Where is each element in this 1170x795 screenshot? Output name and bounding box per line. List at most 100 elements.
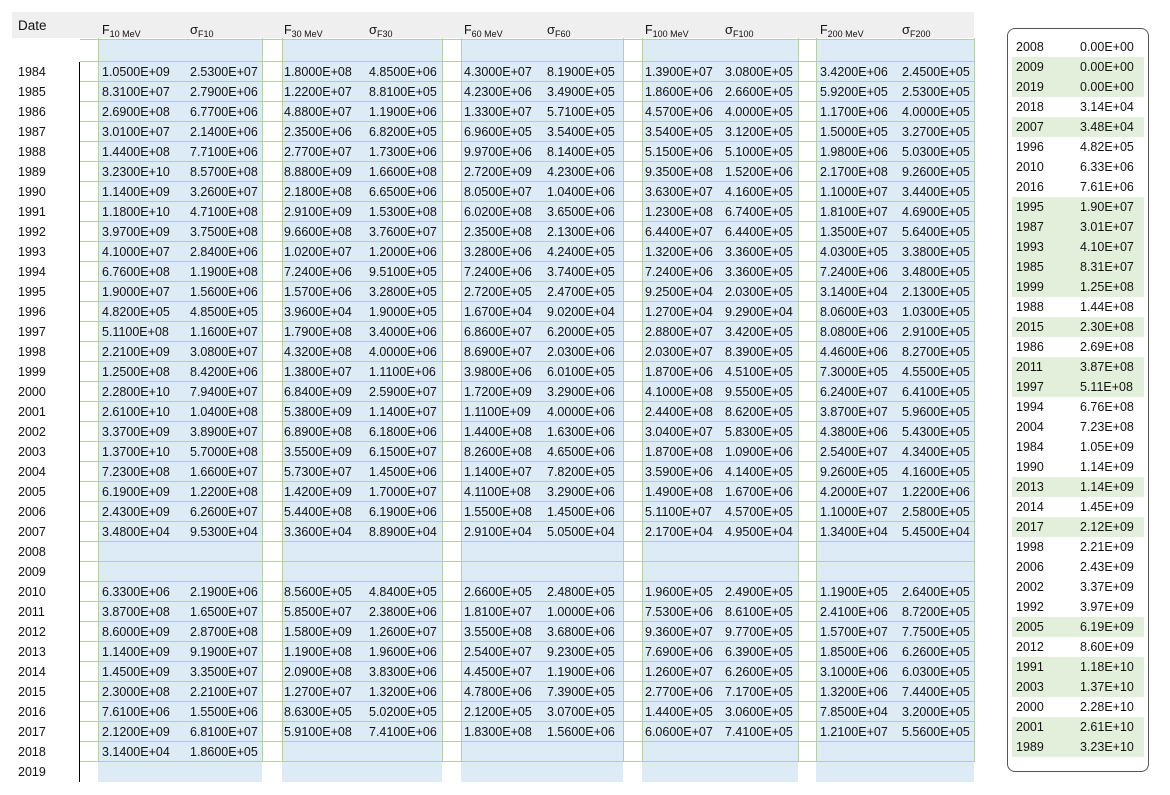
table-cell: 1.8700E+06 [645, 365, 713, 379]
table-cell: 1.6700E+06 [725, 485, 793, 499]
table-cell: 5.8500E+07 [284, 605, 352, 619]
sorted-value: 1.18E+10 [1080, 660, 1134, 674]
table-cell: 1.8600E+06 [645, 85, 713, 99]
table-cell: 8.8900E+04 [369, 525, 437, 539]
table-cell: 2.3500E+08 [464, 225, 532, 239]
sorted-year: 2007 [1016, 120, 1044, 134]
table-cell: 4.6900E+05 [902, 205, 970, 219]
sorted-year: 1985 [1016, 260, 1044, 274]
table-cell: 9.2300E+05 [547, 645, 615, 659]
table-cell: 7.2300E+08 [102, 465, 170, 479]
table-cell: 3.0800E+07 [190, 345, 258, 359]
table-cell: 7.2400E+06 [464, 265, 532, 279]
row-gridline [80, 761, 974, 762]
sorted-row: 1988 1.44E+08 [1012, 297, 1144, 317]
header-symbol: F [645, 23, 653, 37]
table-cell: 2.1700E+04 [645, 525, 713, 539]
table-cell: 3.0800E+05 [725, 65, 793, 79]
table-cell: 2.6600E+05 [464, 585, 532, 599]
table-cell: 1.0900E+06 [725, 445, 793, 459]
sorted-row: 1991 1.18E+10 [1012, 657, 1144, 677]
table-cell: 3.9700E+09 [102, 225, 170, 239]
sorted-year: 1987 [1016, 220, 1044, 234]
table-cell: 3.1200E+05 [725, 125, 793, 139]
sorted-value: 0.00E+00 [1080, 80, 1134, 94]
table-cell: 2.3500E+06 [284, 125, 352, 139]
header-f30: F30 MeV [284, 20, 323, 40]
table-cell: 1.2000E+06 [369, 245, 437, 259]
table-cell: 8.7200E+05 [902, 605, 970, 619]
table-cell: 1.6600E+07 [190, 465, 258, 479]
table-cell: 2.5300E+05 [902, 85, 970, 99]
table-cell: 1.1900E+08 [190, 265, 258, 279]
row-date: 2002 [18, 425, 46, 439]
table-cell: 5.0200E+05 [369, 705, 437, 719]
table-cell: 8.0600E+03 [820, 305, 888, 319]
row-date: 1991 [18, 205, 46, 219]
header-symbol: F [102, 23, 110, 37]
table-cell: 1.9600E+05 [645, 585, 713, 599]
table-cell: 4.1000E+08 [645, 385, 713, 399]
header-subscript: F10 [198, 29, 214, 39]
sorted-value: 1.14E+09 [1080, 460, 1134, 474]
table-cell: 9.2600E+05 [820, 465, 888, 479]
table-cell: 2.0300E+05 [725, 285, 793, 299]
column-gridline [816, 38, 817, 762]
sorted-row: 1990 1.14E+09 [1012, 457, 1144, 477]
row-date: 1986 [18, 105, 46, 119]
table-cell: 7.8200E+05 [547, 465, 615, 479]
table-cell: 2.9100E+05 [902, 325, 970, 339]
table-cell: 2.4500E+05 [902, 65, 970, 79]
table-cell: 1.1000E+07 [820, 505, 888, 519]
row-date: 2012 [18, 625, 46, 639]
table-cell: 6.8100E+07 [190, 725, 258, 739]
table-cell: 6.2600E+07 [190, 505, 258, 519]
sorted-year: 2003 [1016, 680, 1044, 694]
table-cell: 1.4200E+09 [284, 485, 352, 499]
table-cell: 4.5100E+05 [725, 365, 793, 379]
table-cell: 3.5500E+09 [284, 445, 352, 459]
header-subscript: F200 [910, 29, 931, 39]
table-cell: 6.8200E+05 [369, 125, 437, 139]
table-cell: 8.4200E+06 [190, 365, 258, 379]
table-cell: 1.5300E+08 [369, 205, 437, 219]
table-cell: 4.8400E+05 [369, 585, 437, 599]
header-subscript: F100 [733, 29, 754, 39]
table-cell: 3.0400E+07 [645, 425, 713, 439]
table-cell: 5.9200E+05 [820, 85, 888, 99]
sorted-value: 8.60E+09 [1080, 640, 1134, 654]
sorted-year: 2013 [1016, 480, 1044, 494]
header-sf100: σF100 [725, 20, 754, 40]
sorted-value: 1.90E+07 [1080, 200, 1134, 214]
table-cell: 5.8300E+05 [725, 425, 793, 439]
sorted-value: 2.28E+10 [1080, 700, 1134, 714]
table-cell: 4.0300E+05 [820, 245, 888, 259]
table-cell: 3.3600E+05 [725, 265, 793, 279]
row-gridline [80, 601, 974, 602]
table-cell: 6.4100E+05 [902, 385, 970, 399]
table-cell: 2.1300E+05 [902, 285, 970, 299]
sorted-value: 3.87E+08 [1080, 360, 1134, 374]
row-gridline [80, 401, 974, 402]
header-symbol: σ [369, 22, 378, 37]
header-symbol: σ [547, 22, 556, 37]
table-cell: 3.5500E+08 [464, 625, 532, 639]
sorted-year: 2011 [1016, 360, 1043, 374]
table-cell: 1.7300E+06 [369, 145, 437, 159]
table-cell: 3.4800E+04 [102, 525, 170, 539]
table-cell: 3.6500E+06 [547, 205, 615, 219]
table-cell: 6.8400E+09 [284, 385, 352, 399]
table-cell: 3.8700E+07 [820, 405, 888, 419]
table-cell: 1.5500E+08 [464, 505, 532, 519]
table-cell: 9.2900E+04 [725, 305, 793, 319]
sorted-value: 2.61E+10 [1080, 720, 1134, 734]
row-gridline [80, 181, 974, 182]
row-date: 2016 [18, 705, 46, 719]
table-cell: 1.0200E+07 [284, 245, 352, 259]
row-date: 2001 [18, 405, 46, 419]
row-date: 2003 [18, 445, 46, 459]
table-cell: 1.0300E+05 [902, 305, 970, 319]
table-cell: 6.1900E+06 [369, 505, 437, 519]
table-cell: 1.2500E+08 [102, 365, 170, 379]
sorted-row: 1989 3.23E+10 [1012, 737, 1144, 757]
